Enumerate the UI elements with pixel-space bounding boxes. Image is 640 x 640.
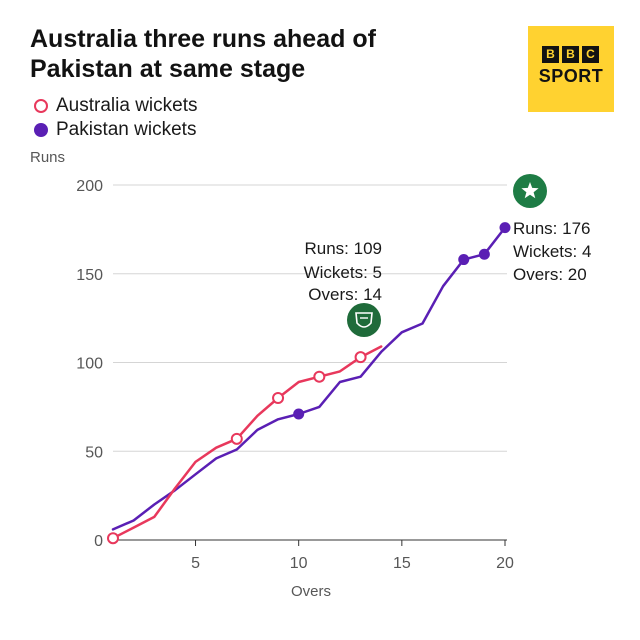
x-tick-label: 20 [496, 555, 514, 572]
wicket-marker-australia [313, 370, 326, 383]
sport-wordmark: SPORT [538, 66, 604, 86]
series-line-australia [111, 345, 383, 540]
chart-legend: Australia wickets Pakistan wickets [34, 94, 198, 142]
wicket-marker-australia [230, 432, 243, 445]
wicket-markers [107, 222, 511, 545]
bbc-block-1: B [542, 46, 559, 63]
y-tick-label: 50 [85, 444, 103, 461]
series-line-pakistan [111, 226, 507, 531]
y-tick-label: 0 [94, 533, 103, 550]
bbc-sport-logo: B B C SPORT [528, 26, 614, 112]
pakistan-annotation-line: Wickets: 4 [513, 242, 591, 261]
x-axis-title: Overs [291, 583, 331, 600]
legend-item-australia: Australia wickets [34, 94, 198, 118]
wicket-marker-australia [354, 351, 367, 364]
australia-annotation-line: Overs: 14 [308, 285, 382, 304]
y-tick-label: 200 [76, 178, 103, 195]
x-tick-label: 5 [191, 555, 200, 572]
series-lines [111, 226, 507, 540]
annotations: Runs: 109 Wickets: 5 Overs: 14 Runs: 176 Wic… [304, 174, 591, 337]
pakistan-crest-icon [513, 174, 547, 208]
wicket-marker-pakistan [499, 222, 511, 234]
bbc-block-3: C [582, 46, 599, 63]
wicket-marker-australia [107, 532, 119, 545]
australia-marker-icon [34, 99, 48, 113]
pakistan-annotation-line: Runs: 176 [513, 219, 591, 238]
australia-annotation-line: Runs: 109 [305, 239, 383, 258]
legend-label-australia: Australia wickets [56, 95, 198, 116]
legend-label-pakistan: Pakistan wickets [56, 119, 197, 140]
pakistan-annotation-line: Overs: 20 [513, 265, 587, 284]
australia-annotation-line: Wickets: 5 [304, 263, 382, 282]
bbc-blocks: B B C [542, 46, 599, 63]
y-tick-label: 150 [76, 267, 103, 284]
y-tick-label: 100 [76, 356, 103, 373]
chart-title: Australia three runs ahead of Pakistan a… [30, 25, 376, 83]
wicket-marker-pakistan [478, 248, 490, 260]
australia-crest-icon [347, 303, 381, 337]
axes: 0 50 100 150 200 5 10 15 20 Runs Overs [30, 149, 514, 600]
x-tick-label: 10 [290, 555, 308, 572]
pakistan-marker-icon [34, 123, 48, 137]
wicket-marker-pakistan [458, 254, 470, 266]
wicket-marker-australia [272, 392, 285, 404]
x-tick-label: 15 [393, 555, 411, 572]
legend-item-pakistan: Pakistan wickets [34, 118, 198, 142]
bbc-block-2: B [562, 46, 579, 63]
y-axis-title: Runs [30, 149, 65, 166]
wicket-marker-pakistan [293, 408, 305, 420]
gridlines [113, 184, 507, 541]
